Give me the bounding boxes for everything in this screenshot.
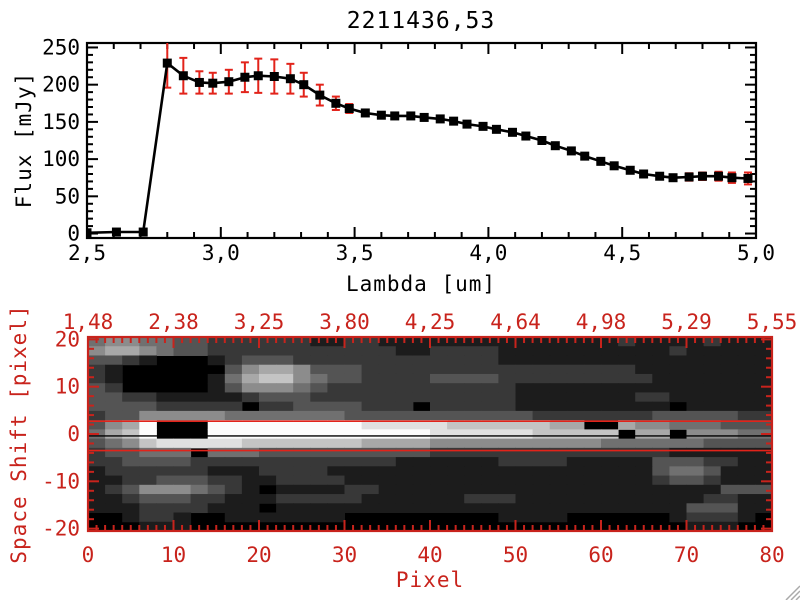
space-shift-axis-title: Space Shift [pixel] (7, 304, 31, 564)
svg-text:100: 100 (42, 147, 80, 171)
svg-text:0: 0 (82, 543, 95, 567)
aperture-lines (88, 420, 772, 452)
svg-text:4,98: 4,98 (576, 310, 627, 334)
svg-text:40: 40 (417, 543, 442, 567)
svg-text:-10: -10 (42, 469, 80, 493)
spectrum-markers (87, 58, 753, 238)
image-x-ticks (87, 338, 773, 530)
spectrum-x-tick-labels: 2,5 3,0 3,5 4,0 4,5 5,0 (68, 241, 775, 265)
svg-text:200: 200 (42, 73, 80, 97)
image-y-ticks (89, 338, 771, 530)
image-x-tick-labels: 0 10 20 30 40 50 60 70 80 (82, 543, 785, 567)
svg-text:5,0: 5,0 (737, 241, 775, 265)
resize-grip-lines (785, 585, 800, 600)
flux-axis-title: Flux [mJy] (12, 71, 36, 209)
spectrum-frame (85, 41, 758, 240)
svg-text:250: 250 (42, 35, 80, 59)
svg-text:4,25: 4,25 (405, 310, 456, 334)
svg-text:5,55: 5,55 (747, 310, 798, 334)
svg-text:4,5: 4,5 (603, 241, 641, 265)
svg-text:80: 80 (759, 543, 784, 567)
svg-text:30: 30 (332, 543, 357, 567)
svg-text:2,38: 2,38 (148, 310, 199, 334)
svg-text:3,80: 3,80 (319, 310, 370, 334)
svg-text:60: 60 (588, 543, 613, 567)
svg-text:3,0: 3,0 (202, 241, 240, 265)
svg-text:150: 150 (42, 110, 80, 134)
image-frame (86, 335, 774, 533)
svg-text:-20: -20 (42, 517, 80, 541)
image-top-axis-labels: 1,48 2,38 3,25 3,80 4,25 4,64 4,98 5,29 5,55 (63, 310, 798, 334)
spectrum-line (87, 61, 749, 235)
image-y-tick-labels: -20 -10 0 10 20 (42, 327, 80, 540)
svg-text:20: 20 (246, 543, 271, 567)
resize-grip-icon[interactable] (782, 582, 800, 600)
spectrum-y-tick-labels: 0 50 100 150 200 250 (42, 35, 80, 245)
svg-text:70: 70 (674, 543, 699, 567)
heatmap-cells (88, 337, 772, 531)
svg-text:20: 20 (55, 327, 80, 351)
svg-text:50: 50 (55, 184, 80, 208)
spectrum-error-bars (87, 43, 752, 237)
svg-text:3,25: 3,25 (234, 310, 285, 334)
svg-text:1,48: 1,48 (63, 310, 114, 334)
pixel-axis-title: Pixel (395, 568, 465, 592)
chart-title: 2211436,53 (346, 8, 496, 34)
spectrum-y-ticks (88, 46, 755, 235)
svg-text:5,29: 5,29 (661, 310, 712, 334)
svg-text:0: 0 (67, 222, 80, 246)
svg-text:3,5: 3,5 (336, 241, 374, 265)
svg-text:4,64: 4,64 (490, 310, 541, 334)
svg-text:4,0: 4,0 (469, 241, 507, 265)
svg-text:10: 10 (161, 543, 186, 567)
lambda-axis-title: Lambda [um] (345, 272, 497, 296)
svg-text:0: 0 (67, 422, 80, 446)
svg-text:10: 10 (55, 375, 80, 399)
svg-text:2,5: 2,5 (68, 241, 106, 265)
svg-text:50: 50 (503, 543, 528, 567)
